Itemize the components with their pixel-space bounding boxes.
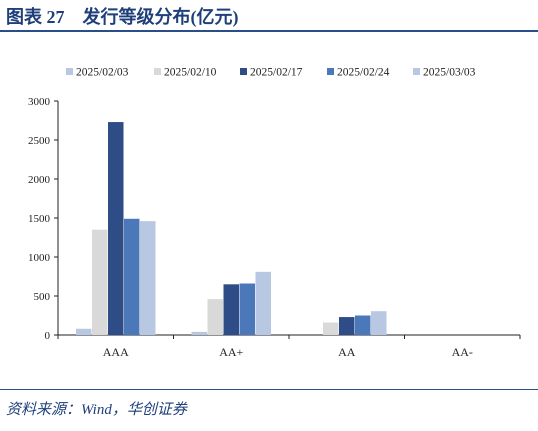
y-tick-label: 1000 xyxy=(28,252,51,264)
bar-chart: 2025/02/03 2025/02/10 2025/02/17 2025/02/24… xyxy=(28,67,521,359)
bar-aaplus-2025-02-17 xyxy=(223,284,239,335)
x-category-label: AA xyxy=(338,345,356,359)
legend-swatch-2 xyxy=(240,68,247,75)
chart-legend: 2025/02/03 2025/02/10 2025/02/17 2025/02/24… xyxy=(66,67,476,79)
bar-aaplus-2025-03-03 xyxy=(255,271,271,335)
bar-aa-2025-02-17 xyxy=(339,317,355,335)
bar-aaplus-2025-02-10 xyxy=(207,299,223,335)
bar-aa-2025-02-24 xyxy=(355,315,371,335)
legend-swatch-3 xyxy=(327,68,334,75)
y-tick-label: 2500 xyxy=(28,135,51,147)
figure-title: 图表 27 发行等级分布(亿元) xyxy=(6,7,239,27)
title-divider xyxy=(0,30,538,32)
source-note: 资料来源：Wind，华创证券 xyxy=(6,402,187,418)
legend-swatch-0 xyxy=(66,68,73,75)
y-tick-label: 500 xyxy=(34,291,51,303)
legend-label-4: 2025/03/03 xyxy=(423,67,476,79)
bar-aaa-2025-02-10 xyxy=(92,229,108,335)
x-category-label: AA+ xyxy=(219,345,243,359)
y-tick-label: 3000 xyxy=(28,96,51,108)
legend-label-0: 2025/02/03 xyxy=(76,67,129,79)
legend-label-1: 2025/02/10 xyxy=(164,67,217,79)
y-axis: 0 500 1000 1500 2000 2500 3000 xyxy=(28,96,59,342)
bar-aaa-2025-03-03 xyxy=(140,221,156,335)
y-tick-label: 0 xyxy=(45,330,51,342)
bar-aaplus-2025-02-24 xyxy=(239,283,255,335)
bar-aa-2025-03-03 xyxy=(371,311,387,335)
bar-aaplus-2025-02-03 xyxy=(191,331,207,335)
footer-divider xyxy=(0,389,538,390)
y-tick-label: 1500 xyxy=(28,213,51,225)
bar-aa-2025-02-10 xyxy=(323,322,339,335)
x-axis: AAA AA+ AA AA- xyxy=(57,334,521,359)
bar-aaa-2025-02-24 xyxy=(124,218,140,335)
legend-swatch-1 xyxy=(154,68,161,75)
bar-aaa-2025-02-17 xyxy=(108,122,124,335)
bar-aaa-2025-02-03 xyxy=(76,328,92,335)
x-category-label: AAA xyxy=(103,345,129,359)
x-category-label: AA- xyxy=(452,345,473,359)
bar-series xyxy=(76,122,387,335)
legend-swatch-4 xyxy=(413,68,420,75)
legend-label-3: 2025/02/24 xyxy=(337,67,390,79)
legend-label-2: 2025/02/17 xyxy=(250,67,303,79)
y-tick-label: 2000 xyxy=(28,174,51,186)
